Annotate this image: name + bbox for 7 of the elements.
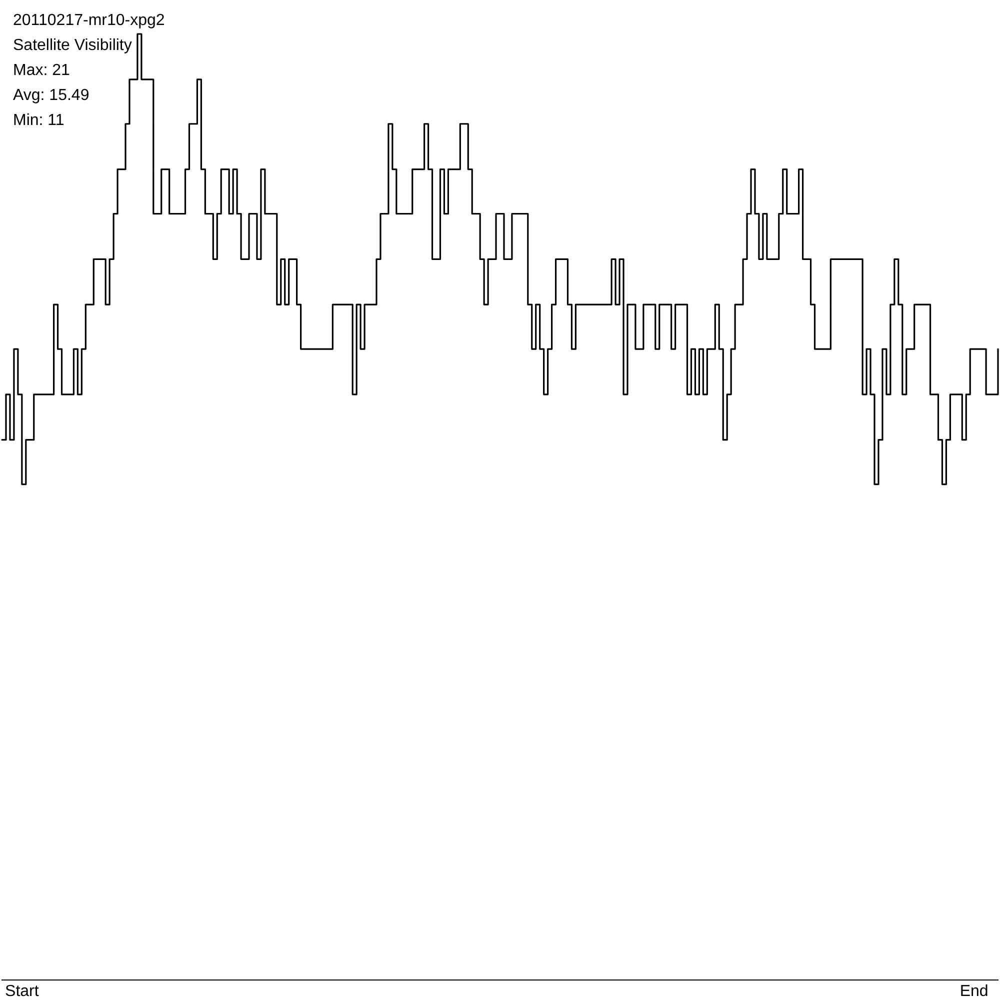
annotation: Min: 11 [13,111,66,131]
chart-subtitle: Satellite Visibility [13,36,133,56]
x-tick-label: Start [5,983,40,1000]
annotation: Max: 21 [13,61,71,81]
x-tick-label: End [960,983,988,1000]
annotation: Avg: 15.49 [13,86,90,106]
chart-title: 20110217-mr10-xpg2 [13,11,165,31]
